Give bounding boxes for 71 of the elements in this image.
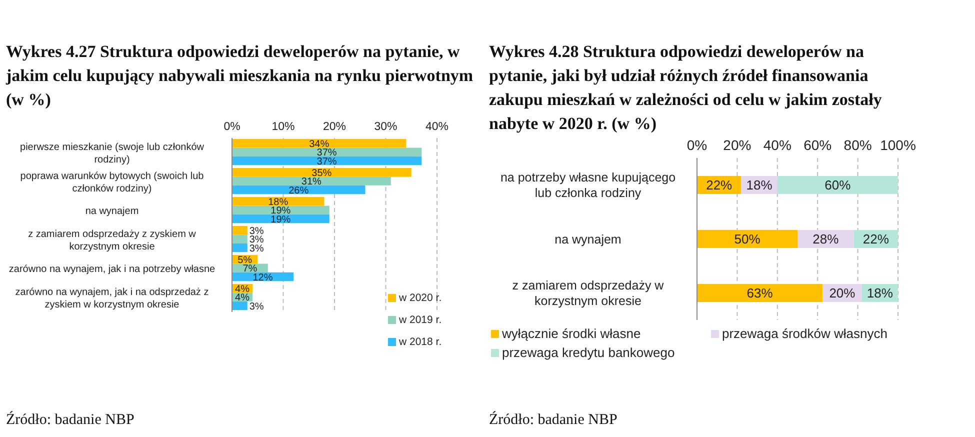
y-tick-label: poprawa warunków bytowych (swoich lub członków rodziny) [20, 170, 204, 194]
legend-label: wyłącznie środki własne [502, 326, 641, 341]
x-tick-label: 10% [272, 121, 295, 133]
data-label: 19% [270, 214, 291, 226]
data-label: 3% [249, 243, 264, 254]
x-tick-label: 60% [804, 137, 832, 153]
data-label: 34% [309, 138, 330, 150]
data-label: 37% [316, 156, 337, 168]
y-tick-label: z zamiarem odsprzedaży z zyskiem w korzystnym okresie [28, 228, 197, 252]
data-label: 3% [249, 301, 264, 312]
bar [232, 139, 406, 148]
y-tick-label: zarówno na wynajem, jak i na potrzeby własne [8, 264, 216, 275]
data-label: 22% [706, 178, 733, 193]
bar [232, 301, 248, 310]
x-tick-label: 100% [880, 137, 916, 153]
y-tick-label: z zamiarem odsprzedaży w korzystnym okresie [512, 278, 665, 308]
data-label: 18% [268, 196, 288, 208]
data-label: 26% [288, 185, 309, 196]
data-label: 3% [249, 226, 264, 237]
bar [232, 234, 248, 244]
x-tick-label: 40% [763, 137, 792, 153]
data-label: 22% [862, 232, 890, 247]
legend-label: w 2018 r. [399, 336, 442, 348]
data-label: 4% [235, 292, 250, 304]
legend-label: w 2020 r. [399, 292, 442, 304]
data-label: 37% [316, 148, 337, 159]
data-label: 3% [249, 234, 264, 246]
text: Źródło: badanie NBP [6, 412, 134, 429]
bar [232, 168, 412, 177]
y-tick-label: na potrzeby własne kupującego lub członka rodziny [500, 170, 676, 200]
x-tick-label: 80% [844, 137, 872, 153]
legend-label: przewaga kredytu bankowego [502, 345, 675, 360]
data-label: 63% [746, 286, 774, 301]
bar [232, 185, 366, 194]
y-tick-label: na wynajem [85, 206, 139, 217]
data-label: 5% [238, 254, 252, 266]
x-tick-label: 20% [723, 137, 752, 153]
y-tick-label: pierwsze mieszkanie (swoje lub członków rodziny) [20, 142, 205, 166]
x-tick-label: 0% [686, 137, 708, 153]
y-tick-label: zarówno na wynajem, jak i na odsprzedaż z zyskiem w korzystnym okresie [15, 286, 209, 310]
text: Źródło: badanie NBP [489, 412, 618, 429]
bar [777, 176, 898, 194]
x-tick-label: 0% [224, 121, 240, 133]
y-tick-label: na wynajem [554, 232, 622, 246]
x-tick-label: 20% [322, 121, 346, 133]
data-label: 18% [866, 286, 894, 301]
bar [232, 148, 422, 156]
data-label: 60% [824, 178, 852, 193]
data-label: 4% [235, 284, 250, 295]
x-tick-label: 40% [425, 121, 449, 133]
data-label: 7% [242, 264, 258, 275]
legend-label: przewaga środków własnych [722, 326, 888, 341]
chart-title: Wykres 4.28 Struktura odpowiedzi deweloperów na pytanie, jaki był udział różnych źródeł finansowania zakupu mieszkań w zależności od celu w jakim zostały nabyte w 2020 r. (w %) [489, 41, 883, 135]
data-label: 31% [301, 176, 322, 188]
data-label: 12% [252, 272, 273, 284]
data-label: 19% [270, 206, 291, 217]
bar [232, 176, 391, 186]
data-label: 35% [312, 168, 332, 179]
bar [232, 226, 248, 235]
bar [232, 156, 422, 166]
chart-title: Wykres 4.27 Struktura odpowiedzi deweloperów na pytanie, w jakim celu kupujący nabywali mieszkania na rynku pierwotnym (w %) [6, 41, 474, 111]
data-label: 28% [812, 232, 840, 247]
x-tick-label: 30% [374, 121, 398, 133]
data-label: 20% [829, 286, 856, 301]
legend-label: w 2019 r. [399, 314, 442, 326]
data-label: 18% [746, 178, 773, 193]
bar [232, 206, 330, 214]
bar [232, 243, 248, 252]
data-label: 50% [734, 232, 761, 247]
bar [697, 284, 823, 302]
bar [697, 230, 798, 248]
